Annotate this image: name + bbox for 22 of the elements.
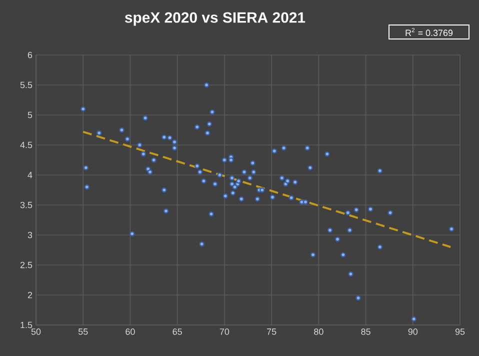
y-tick-label: 1.5: [20, 322, 32, 328]
y-tick-label: 5.5: [20, 82, 32, 88]
x-tick-label: 55: [78, 328, 88, 335]
x-tick-label: 95: [455, 328, 465, 335]
x-tick-label: 90: [408, 328, 418, 335]
y-tick-label: 4.5: [20, 142, 32, 148]
y-tick-label: 5: [28, 112, 32, 118]
y-tick-label: 6: [28, 52, 32, 58]
y-tick-label: 2: [28, 292, 32, 298]
x-tick-label: 50: [31, 328, 41, 335]
y-tick-label: 2.5: [20, 262, 32, 268]
x-tick-label: 70: [220, 328, 230, 335]
x-tick-label: 65: [172, 328, 182, 335]
y-tick-label: 3: [28, 232, 32, 238]
y-tick-label: 4: [28, 172, 32, 178]
x-tick-label: 85: [361, 328, 370, 335]
x-tick-label: 60: [126, 328, 135, 335]
x-tick-label: 75: [267, 328, 276, 335]
chart-title: speX 2020 vs SIERA 2021: [124, 12, 306, 26]
y-tick-label: 3.5: [20, 202, 32, 208]
text: R$^{2}$ = 0.3769: [406, 28, 453, 36]
x-tick-label: 80: [314, 328, 324, 335]
